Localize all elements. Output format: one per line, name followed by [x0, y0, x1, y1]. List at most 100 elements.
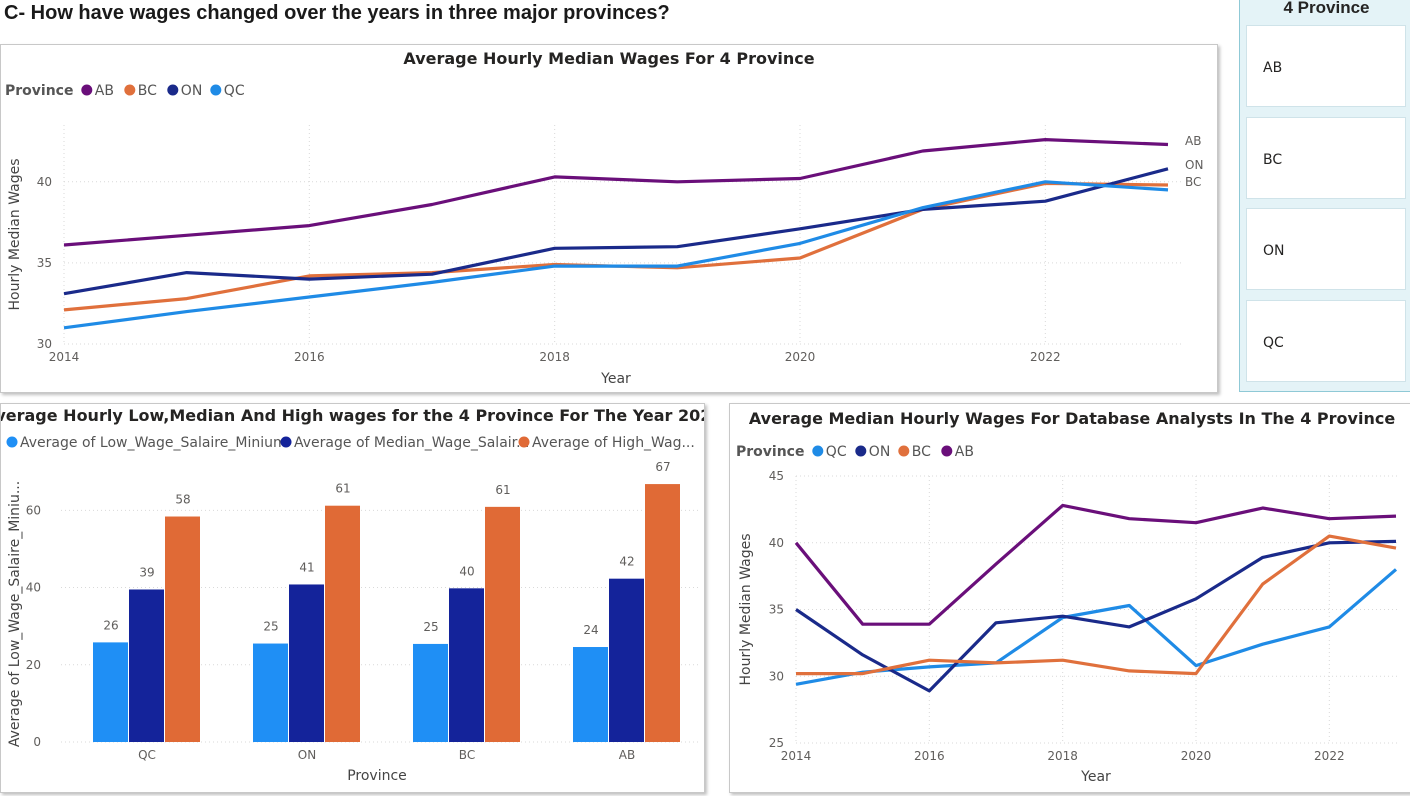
x-tick-label-bc: BC	[459, 748, 475, 762]
legend-label-ab: AB	[955, 444, 974, 460]
low-median-high-chart-panel: Average Hourly Low,Median And High wages…	[0, 403, 722, 793]
x-tick-label-2022: 2022	[1030, 350, 1061, 364]
x-axis-label: Year	[1080, 769, 1111, 785]
series-line-ab	[63, 137, 1169, 247]
y-tick-label-60: 60	[26, 503, 41, 517]
data-label-on-1: 25	[263, 620, 278, 634]
bar-on-3	[325, 505, 360, 742]
slicer-item-ab[interactable]: AB	[1246, 25, 1406, 107]
legend-title: Province	[5, 83, 73, 99]
legend-marker-qc	[210, 84, 222, 96]
legend-label-qc: QC	[826, 444, 847, 460]
x-tick-label-qc: QC	[138, 748, 156, 762]
bar-ab-2	[609, 578, 644, 742]
series-line-ab	[794, 503, 1397, 626]
end-label-on: ON	[1185, 158, 1203, 172]
legend-marker-ab	[81, 84, 93, 96]
x-tick-label-2020: 2020	[1181, 749, 1212, 763]
y-axis-label: Average of Low_Wage_Salaire_Miniu...	[7, 481, 23, 747]
x-axis-label: Year	[600, 371, 631, 387]
y-tick-label-0: 0	[33, 735, 41, 749]
legend-marker-ab	[941, 445, 953, 457]
legend-label-on: ON	[181, 83, 203, 99]
bar-qc-3	[165, 516, 200, 742]
end-label-bc: BC	[1185, 175, 1201, 189]
end-label-ab: AB	[1185, 134, 1201, 148]
x-tick-label-2016: 2016	[294, 350, 325, 364]
legend-label-ab: AB	[95, 83, 114, 99]
y-tick-label-40: 40	[26, 581, 41, 595]
legend-marker-2	[280, 436, 292, 448]
legend-marker-qc	[812, 445, 824, 457]
data-label-qc-1: 26	[103, 618, 118, 632]
x-tick-label-2014: 2014	[781, 749, 812, 763]
y-tick-label-35: 35	[37, 256, 52, 270]
chart-title: Average Hourly Low,Median And High wages…	[1, 406, 704, 425]
y-tick-label-25: 25	[769, 736, 784, 750]
data-label-bc-3: 61	[495, 483, 510, 497]
chart-title: Average Hourly Median Wages For 4 Provin…	[403, 49, 814, 68]
series-line-qc	[63, 180, 1169, 330]
x-tick-label-2018: 2018	[539, 350, 570, 364]
legend-marker-on	[167, 84, 179, 96]
series-line-on	[795, 539, 1397, 693]
bar-bc-3	[485, 506, 520, 742]
x-tick-label-2022: 2022	[1314, 749, 1345, 763]
bar-qc-1	[93, 642, 128, 742]
bar-on-2	[289, 584, 324, 742]
bar-bc-2	[449, 588, 484, 742]
database-analyst-line-chart: Average Median Hourly Wages For Database…	[736, 409, 1398, 785]
y-tick-label-45: 45	[769, 469, 784, 483]
x-tick-label-2014: 2014	[49, 350, 80, 364]
legend-label-bc: BC	[912, 444, 931, 460]
x-tick-label-2018: 2018	[1047, 749, 1078, 763]
wage-levels-bar-chart: Average Hourly Low,Median And High wages…	[0, 406, 722, 784]
y-axis-label: Hourly Median Wages	[7, 158, 23, 310]
province-slicer: 4 Province AB BC ON QC	[1239, 0, 1410, 392]
bar-qc-2	[129, 589, 164, 742]
data-label-qc-2: 39	[139, 565, 154, 579]
legend-label-3: Average of High_Wag...	[532, 435, 695, 451]
median-wages-line-chart: Average Hourly Median Wages For 4 Provin…	[5, 49, 1203, 387]
bar-bc-1	[413, 643, 448, 742]
x-axis-label: Province	[347, 768, 407, 784]
legend-marker-bc	[124, 84, 136, 96]
x-tick-label-2016: 2016	[914, 749, 945, 763]
median-wages-chart-panel: Average Hourly Median Wages For 4 Provin…	[0, 44, 1218, 393]
x-tick-label-2020: 2020	[785, 350, 816, 364]
slicer-item-qc[interactable]: QC	[1246, 300, 1406, 382]
y-tick-label-30: 30	[37, 337, 52, 351]
slicer-item-bc[interactable]: BC	[1246, 117, 1406, 199]
page-title: C- How have wages changed over the years…	[4, 2, 670, 24]
bar-on-1	[253, 643, 288, 742]
bar-ab-1	[573, 647, 608, 742]
database-analyst-chart-panel: Average Median Hourly Wages For Database…	[729, 403, 1410, 793]
series-line-qc	[795, 568, 1398, 686]
legend-marker-1	[6, 436, 18, 448]
series-line-bc	[796, 534, 1397, 676]
slicer-title: 4 Province	[1283, 0, 1370, 17]
series-line-on	[63, 167, 1169, 296]
legend-marker-3	[518, 436, 530, 448]
x-tick-label-on: ON	[298, 748, 316, 762]
y-tick-label-40: 40	[37, 175, 52, 189]
data-label-on-3: 61	[335, 482, 350, 496]
legend-label-on: ON	[869, 444, 891, 460]
legend-label-bc: BC	[138, 83, 157, 99]
data-label-bc-1: 25	[423, 620, 438, 634]
slicer-item-on[interactable]: ON	[1246, 208, 1406, 290]
data-label-bc-2: 40	[459, 564, 474, 578]
data-label-on-2: 41	[299, 560, 314, 574]
y-tick-label-20: 20	[26, 658, 41, 672]
x-tick-label-ab: AB	[619, 748, 635, 762]
data-label-ab-1: 24	[583, 623, 598, 637]
legend-label-qc: QC	[224, 83, 245, 99]
y-axis-label: Hourly Median Wages	[738, 533, 754, 685]
chart-title: Average Median Hourly Wages For Database…	[749, 409, 1395, 428]
legend-title: Province	[736, 444, 804, 460]
y-tick-label-40: 40	[769, 536, 784, 550]
data-label-ab-2: 42	[619, 555, 634, 569]
legend-marker-bc	[898, 445, 910, 457]
data-label-qc-3: 58	[175, 493, 190, 507]
legend-marker-on	[855, 445, 867, 457]
